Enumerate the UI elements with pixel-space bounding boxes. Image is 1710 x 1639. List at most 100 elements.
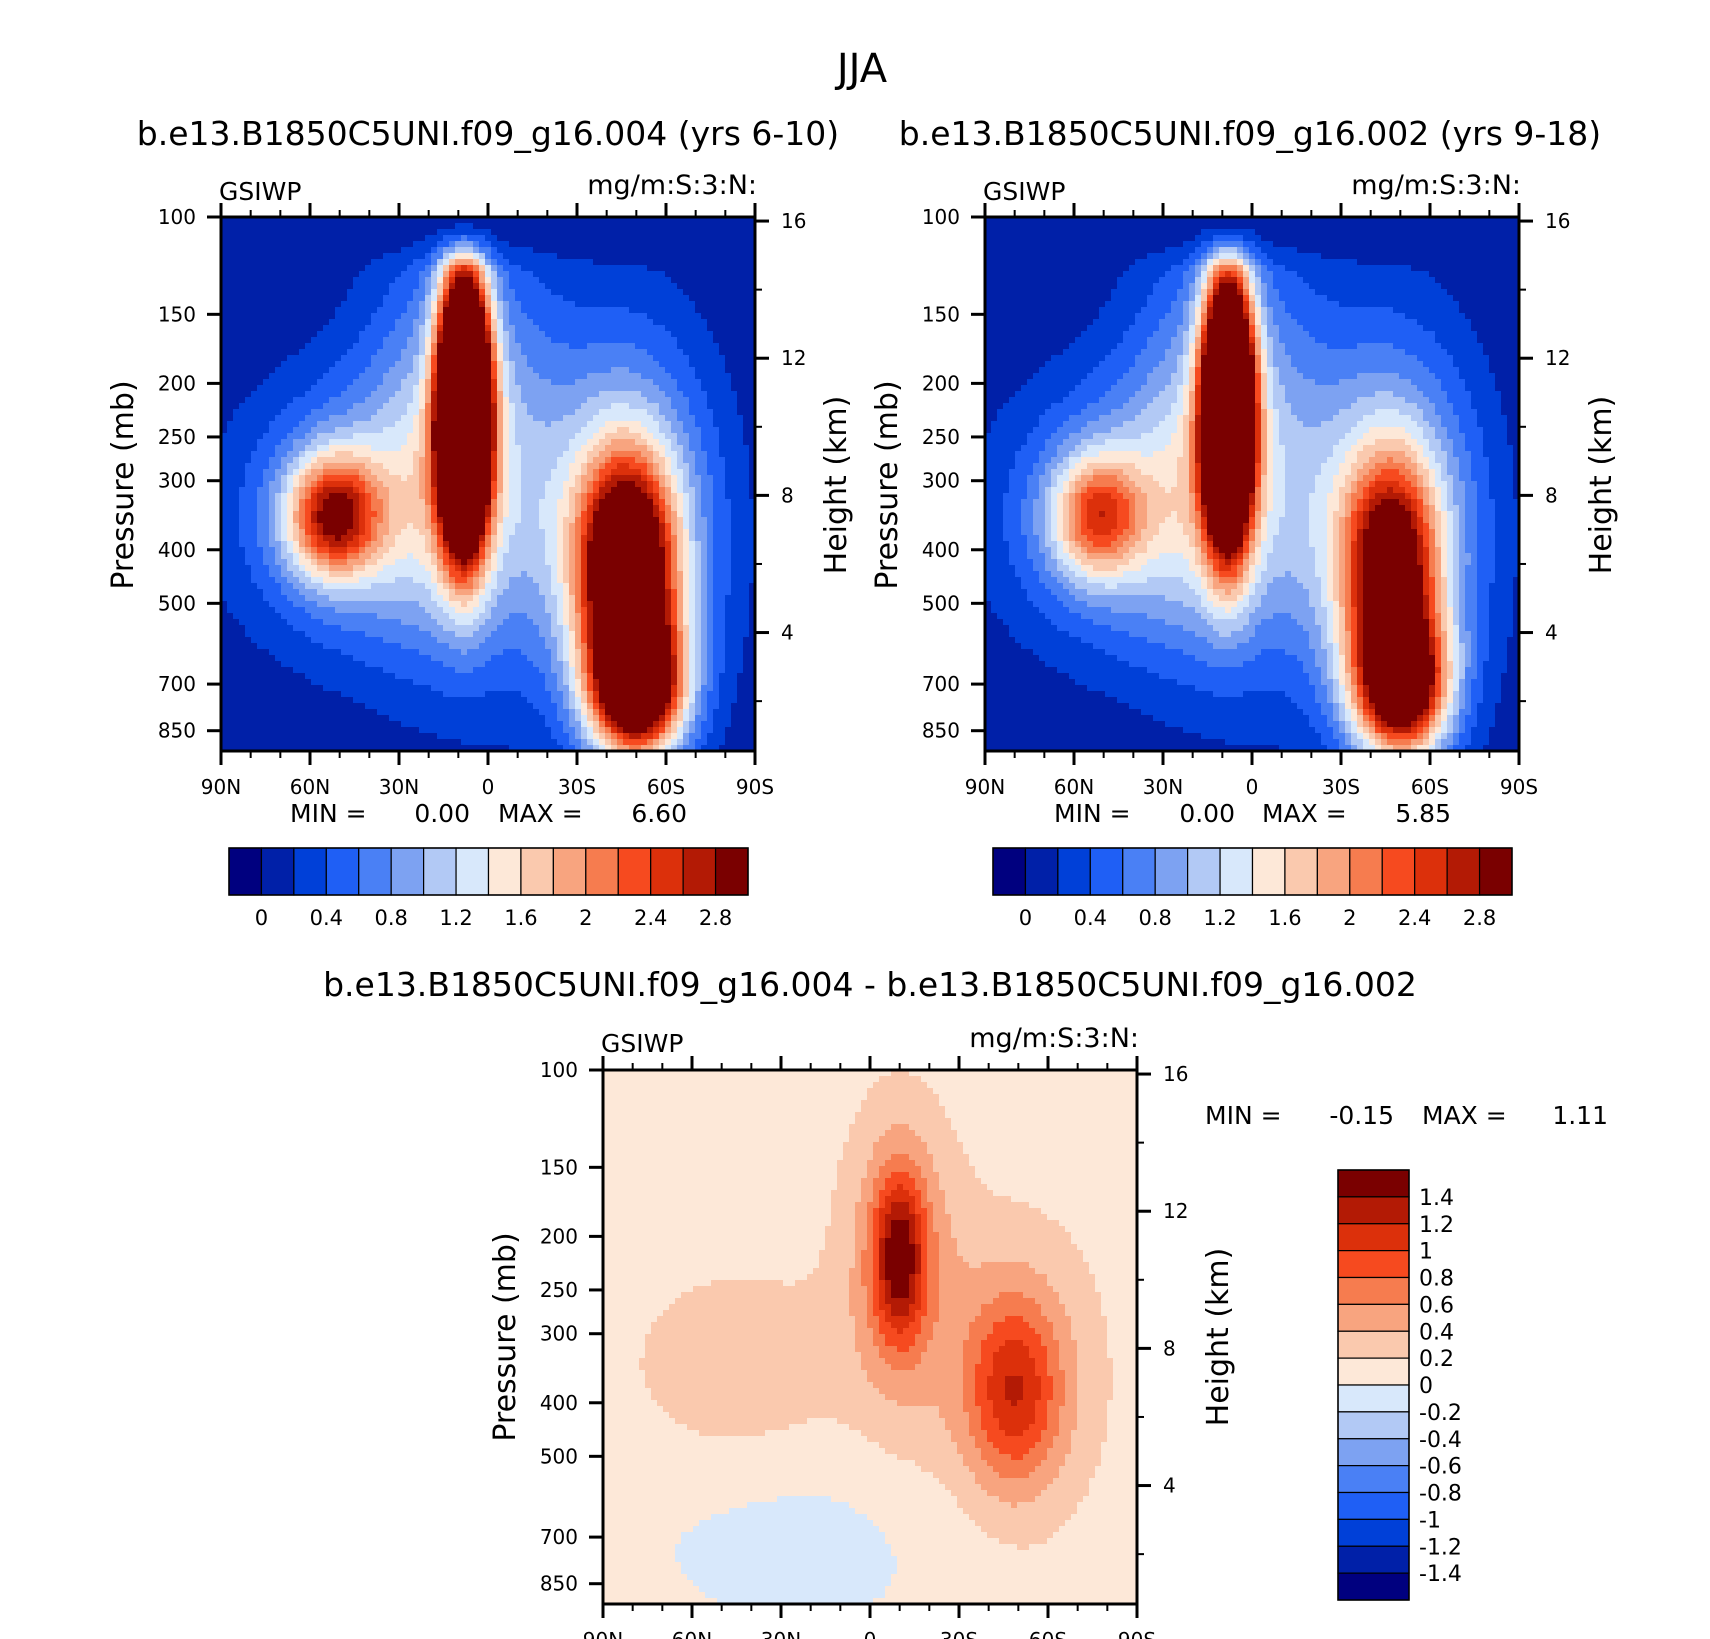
contour-cell bbox=[365, 265, 372, 272]
contour-cell bbox=[719, 301, 726, 308]
panel-1-variable: GSIWP bbox=[219, 177, 301, 206]
contour-cell bbox=[497, 235, 504, 242]
contour-cell bbox=[581, 253, 588, 260]
contour-cell bbox=[695, 235, 702, 242]
contour-cell bbox=[635, 289, 642, 296]
contour-cell bbox=[449, 265, 456, 272]
contour-cell bbox=[341, 307, 348, 314]
contour-cell bbox=[359, 307, 366, 314]
contour-cell bbox=[683, 283, 690, 290]
contour-cell bbox=[401, 271, 408, 278]
contour-cell bbox=[611, 265, 618, 272]
contour-cell bbox=[731, 253, 738, 260]
contour-cell bbox=[239, 253, 246, 260]
contour-cell bbox=[467, 253, 474, 260]
contour-cell bbox=[743, 307, 750, 314]
contour-cell bbox=[371, 247, 378, 254]
contour-cell bbox=[629, 283, 636, 290]
contour-cell bbox=[527, 277, 534, 284]
contour-cell bbox=[587, 235, 594, 242]
contour-cell bbox=[389, 283, 396, 290]
contour-cell bbox=[311, 313, 318, 320]
contour-cell bbox=[695, 259, 702, 266]
contour-cell bbox=[347, 325, 354, 332]
contour-cell bbox=[281, 283, 288, 290]
contour-cell bbox=[599, 265, 606, 272]
contour-cell bbox=[347, 319, 354, 326]
contour-cell bbox=[677, 277, 684, 284]
contour-cell bbox=[497, 277, 504, 284]
contour-cell bbox=[635, 277, 642, 284]
contour-cell bbox=[731, 259, 738, 266]
contour-cell bbox=[563, 283, 570, 290]
contour-cell bbox=[713, 271, 720, 278]
contour-cell bbox=[491, 241, 498, 248]
contour-cell bbox=[605, 307, 612, 314]
contour-cell bbox=[347, 241, 354, 248]
contour-cell bbox=[665, 247, 672, 254]
contour-cell bbox=[443, 241, 450, 248]
contour-cell bbox=[257, 247, 264, 254]
contour-cell bbox=[623, 229, 630, 236]
contour-cell bbox=[443, 253, 450, 260]
contour-cell bbox=[443, 247, 450, 254]
contour-cell bbox=[515, 265, 522, 272]
contour-cell bbox=[713, 229, 720, 236]
contour-cell bbox=[539, 289, 546, 296]
contour-cell bbox=[677, 241, 684, 248]
contour-cell bbox=[275, 253, 282, 260]
contour-cell bbox=[725, 289, 732, 296]
contour-cell bbox=[413, 319, 420, 326]
contour-cell bbox=[395, 325, 402, 332]
contour-cell bbox=[443, 301, 450, 308]
contour-cell bbox=[401, 289, 408, 296]
contour-cell bbox=[689, 247, 696, 254]
contour-cell bbox=[617, 319, 624, 326]
contour-cell bbox=[401, 295, 408, 302]
contour-cell bbox=[479, 295, 486, 302]
contour-cell bbox=[551, 223, 558, 230]
contour-cell bbox=[665, 289, 672, 296]
contour-cell bbox=[737, 253, 744, 260]
contour-cell bbox=[563, 253, 570, 260]
contour-cell bbox=[743, 235, 750, 242]
contour-cell bbox=[269, 241, 276, 248]
contour-cell bbox=[545, 283, 552, 290]
contour-cell bbox=[443, 283, 450, 290]
contour-cell bbox=[341, 235, 348, 242]
contour-cell bbox=[275, 235, 282, 242]
contour-cell bbox=[611, 295, 618, 302]
contour-cell bbox=[263, 283, 270, 290]
contour-cell bbox=[545, 277, 552, 284]
contour-cell bbox=[545, 259, 552, 266]
contour-cell bbox=[635, 235, 642, 242]
contour-cell bbox=[707, 259, 714, 266]
contour-cell bbox=[383, 253, 390, 260]
contour-cell bbox=[341, 319, 348, 326]
contour-cell bbox=[263, 307, 270, 314]
contour-cell bbox=[539, 223, 546, 230]
contour-cell bbox=[377, 283, 384, 290]
contour-cell bbox=[455, 289, 462, 296]
contour-cell bbox=[305, 283, 312, 290]
contour-cell bbox=[533, 223, 540, 230]
contour-cell bbox=[329, 265, 336, 272]
contour-cell bbox=[521, 229, 528, 236]
contour-cell bbox=[365, 235, 372, 242]
contour-cell bbox=[431, 277, 438, 284]
contour-cell bbox=[299, 259, 306, 266]
contour-cell bbox=[377, 253, 384, 260]
contour-cell bbox=[407, 259, 414, 266]
contour-cell bbox=[395, 295, 402, 302]
contour-cell bbox=[581, 241, 588, 248]
contour-cell bbox=[287, 325, 294, 332]
contour-cell bbox=[701, 253, 708, 260]
contour-cell bbox=[605, 235, 612, 242]
contour-cell bbox=[299, 277, 306, 284]
contour-cell bbox=[737, 229, 744, 236]
contour-cell bbox=[575, 319, 582, 326]
contour-cell bbox=[269, 319, 276, 326]
contour-cell bbox=[413, 259, 420, 266]
contour-cell bbox=[557, 235, 564, 242]
contour-cell bbox=[239, 247, 246, 254]
